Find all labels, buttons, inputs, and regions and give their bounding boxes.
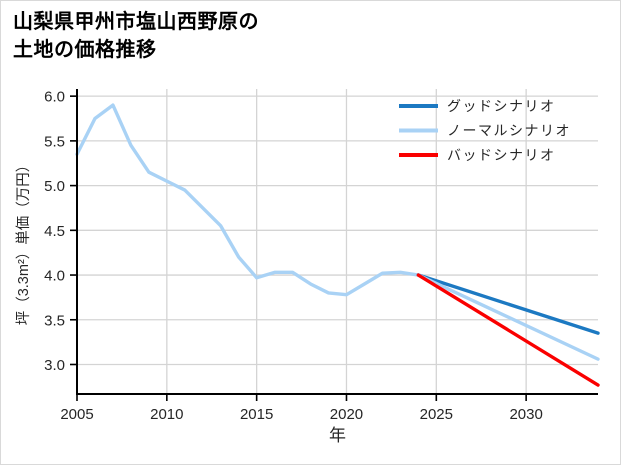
x-tick-label: 2005	[60, 406, 93, 423]
x-tick-label: 2020	[330, 406, 363, 423]
x-tick-label: 2015	[240, 406, 273, 423]
y-tick-label: 5.5	[44, 133, 65, 150]
x-axis-title: 年	[329, 426, 346, 445]
y-tick-label: 4.0	[44, 268, 65, 285]
x-tick-label: 2030	[509, 406, 542, 423]
x-tick-label: 2010	[150, 406, 183, 423]
good-scenario-line	[416, 273, 600, 335]
normal-scenario-line	[416, 273, 600, 361]
chart-title-line2: 土地の価格推移	[13, 39, 157, 61]
x-tick-label: 2025	[420, 406, 453, 423]
y-tick-label: 4.5	[44, 223, 65, 240]
y-tick-label: 5.0	[44, 178, 65, 195]
y-tick-label: 3.0	[44, 357, 65, 374]
y-tick-label: 6.0	[44, 89, 65, 106]
y-tick-label: 3.5	[44, 312, 65, 329]
chart-title-line1: 山梨県甲州市塩山西野原の	[13, 11, 259, 33]
legend-label-good-scenario: グッドシナリオ	[447, 98, 556, 114]
historical-line	[75, 103, 421, 297]
legend-label-bad-scenario: バッドシナリオ	[447, 147, 556, 163]
y-axis-title: 坪（3.3m²）単価（万円）	[15, 158, 32, 326]
bad-scenario-line	[416, 273, 600, 387]
chart-title: 山梨県甲州市塩山西野原の 土地の価格推移	[13, 8, 259, 64]
legend-label-normal-scenario: ノーマルシナリオ	[447, 123, 571, 139]
